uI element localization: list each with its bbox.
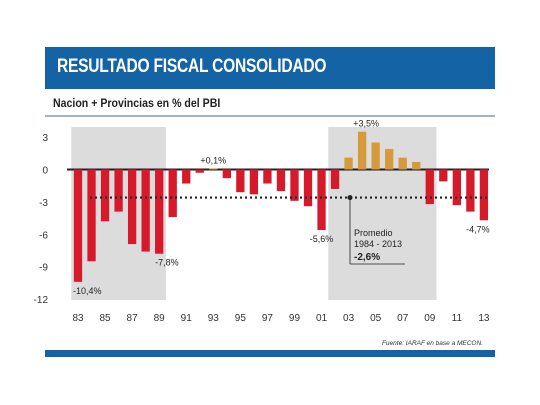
shaded-period-band [328,127,437,300]
bar-1996 [249,169,259,195]
x-tick-label: 09 [424,313,436,324]
x-tick-label: 93 [208,313,220,324]
bar-2007 [398,157,407,170]
bar-1992 [195,169,204,173]
title-banner: RESULTADO FISCAL CONSOLIDADO [45,47,495,89]
annotation-2004: +3,5% [353,119,379,129]
x-tick-label: 05 [370,313,382,324]
subtitle-divider [45,115,495,117]
average-label-line2: 1984 - 2013 [354,239,402,249]
bar-2004 [357,131,367,170]
y-tick-label: -3 [39,198,48,209]
annotation-1989: -7,8% [155,258,179,268]
bar-1985 [100,169,110,222]
bar-1986 [114,169,123,212]
annotation-1983: -10,4% [73,286,102,296]
chart-title: RESULTADO FISCAL CONSOLIDADO [57,56,327,77]
footer-bar [45,350,495,357]
bar-2003 [344,157,353,170]
annotation-2013: -4,7% [466,224,490,234]
x-tick-label: 97 [262,313,274,324]
x-tick-label: 83 [72,313,84,324]
x-tick-label: 85 [99,313,111,324]
bar-1997 [263,169,272,184]
bar-2005 [371,142,380,170]
x-tick-label: 13 [478,313,490,324]
x-tick-label: 89 [154,313,166,324]
bar-2010 [439,169,448,182]
bar-2002 [330,169,340,189]
source-note: Fuente: IARAF en base a MECON. [381,340,483,347]
bar-2006 [385,148,394,170]
bar-2012 [466,169,475,212]
bar-1983 [73,169,83,282]
bar-2011 [452,169,461,206]
x-tick-label: 03 [343,313,355,324]
x-tick-label: 87 [127,313,139,324]
average-label-value: -2,6% [354,252,380,263]
y-tick-label: -9 [39,263,48,274]
bar-2009 [425,169,434,205]
x-tick-label: 95 [235,313,247,324]
x-tick-label: 91 [181,313,193,324]
bar-1995 [236,169,245,193]
average-label-line1: Promedio [354,228,393,238]
bar-2000 [303,169,313,207]
bar-1991 [182,169,191,184]
y-tick-label: -12 [34,295,49,306]
bar-1984 [87,169,96,262]
x-tick-label: 01 [316,313,328,324]
bar-2013 [479,169,489,221]
bar-2001 [317,169,326,230]
bar-1990 [168,169,177,218]
bar-1988 [141,169,150,252]
annotation-2001: -5,6% [310,234,334,244]
bar-1998 [276,169,286,192]
x-tick-label: 99 [289,313,301,324]
bar-1987 [127,169,137,245]
bar-1999 [290,169,299,201]
bar-1993 [209,168,218,170]
x-tick-label: 07 [397,313,409,324]
y-tick-label: 3 [42,133,48,144]
y-tick-label: -6 [39,230,48,241]
bar-1989 [155,169,164,254]
bar-2008 [412,161,421,170]
shaded-period-band [71,127,166,300]
chart-subtitle: Nacion + Provincias en % del PBI [53,98,221,110]
annotation-1993: +0,1% [200,155,226,165]
y-tick-label: 0 [42,166,48,177]
bar-1994 [222,169,231,179]
x-tick-label: 11 [452,313,463,324]
